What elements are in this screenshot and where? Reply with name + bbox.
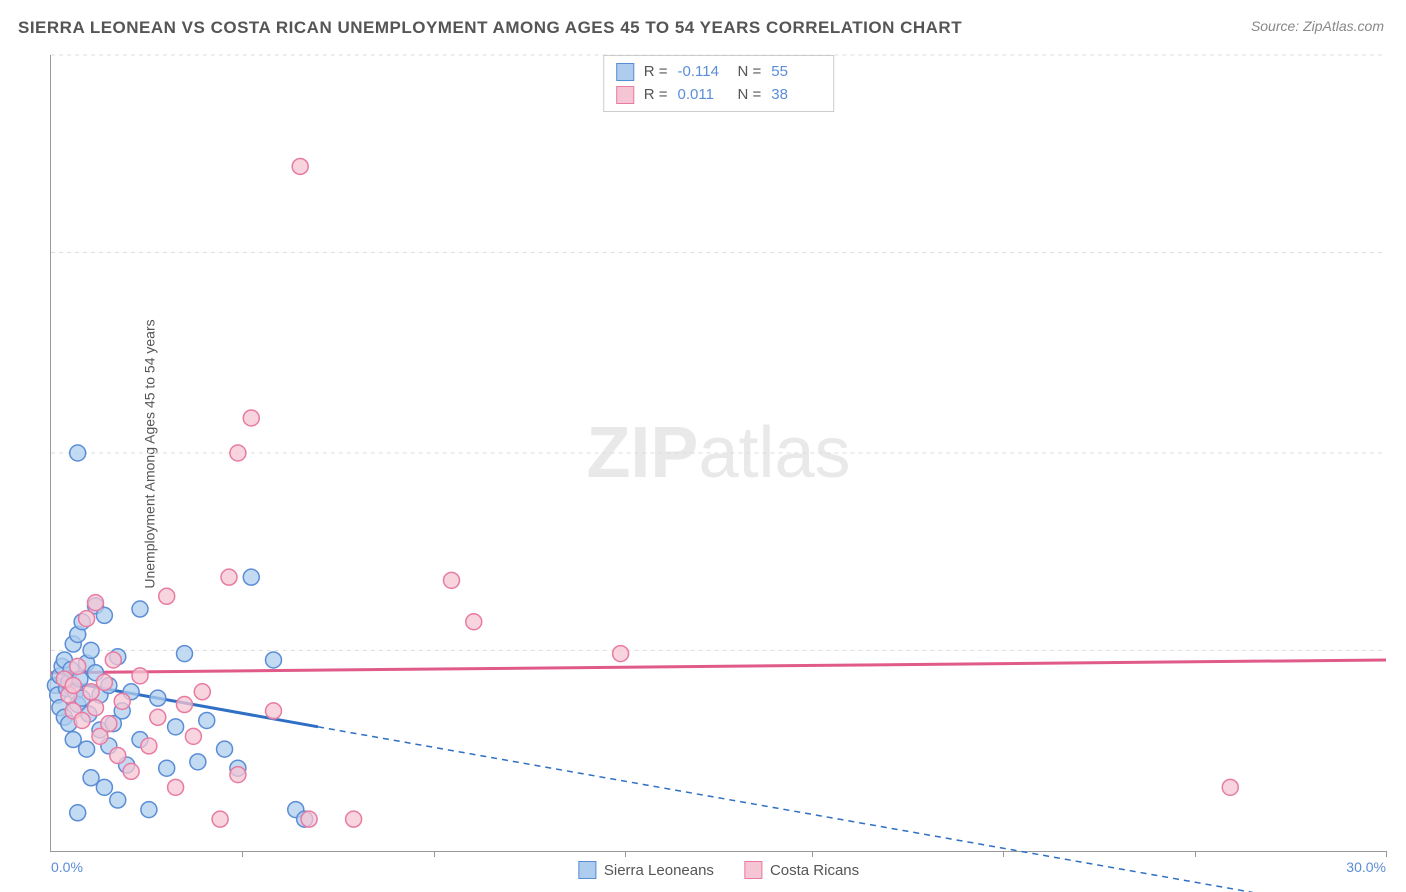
stat-n-label-2: N = (738, 84, 762, 107)
plot-region: ZIPatlas R = -0.114 N = 55 R = 0.011 N =… (50, 55, 1386, 852)
data-point (96, 779, 112, 795)
data-point (212, 811, 228, 827)
data-point (266, 703, 282, 719)
data-point (243, 410, 259, 426)
data-point (79, 611, 95, 627)
stat-row-series-2: R = 0.011 N = 38 (616, 84, 822, 107)
stat-legend: R = -0.114 N = 55 R = 0.011 N = 38 (603, 55, 835, 112)
data-point (1222, 779, 1238, 795)
x-tick (1386, 851, 1387, 857)
swatch-series-2 (616, 86, 634, 104)
legend-item-series-2: Costa Ricans (744, 861, 859, 879)
data-point (114, 693, 130, 709)
stat-r-label-2: R = (644, 84, 668, 107)
data-point (65, 677, 81, 693)
data-point (292, 158, 308, 174)
data-point (159, 588, 175, 604)
x-tick (1195, 851, 1196, 857)
data-point (70, 658, 86, 674)
chart-title: SIERRA LEONEAN VS COSTA RICAN UNEMPLOYME… (18, 18, 962, 38)
data-point (105, 652, 121, 668)
data-point (217, 741, 233, 757)
data-point (110, 747, 126, 763)
data-point (301, 811, 317, 827)
data-point (159, 760, 175, 776)
swatch-series-1-bottom (578, 861, 596, 879)
data-point (190, 754, 206, 770)
data-point (177, 697, 193, 713)
data-point (230, 767, 246, 783)
x-tick (625, 851, 626, 857)
data-point (346, 811, 362, 827)
legend-label-series-2: Costa Ricans (770, 862, 859, 879)
x-axis-min-label: 0.0% (51, 859, 83, 875)
data-point (70, 805, 86, 821)
data-point (96, 674, 112, 690)
data-point (132, 601, 148, 617)
stat-n-label: N = (738, 61, 762, 84)
data-point (168, 719, 184, 735)
x-axis-max-label: 30.0% (1346, 859, 1386, 875)
data-point (150, 690, 166, 706)
data-point (444, 572, 460, 588)
bottom-legend: Sierra Leoneans Costa Ricans (578, 861, 859, 879)
data-point (199, 712, 215, 728)
data-point (141, 802, 157, 818)
chart-area: Unemployment Among Ages 45 to 54 years Z… (50, 55, 1386, 852)
stat-r-value-1: -0.114 (678, 61, 728, 84)
x-tick (1003, 851, 1004, 857)
x-tick (242, 851, 243, 857)
data-point (101, 716, 117, 732)
data-point (266, 652, 282, 668)
swatch-series-1 (616, 63, 634, 81)
data-point (466, 614, 482, 630)
plot-svg (51, 55, 1386, 851)
data-point (123, 763, 139, 779)
x-tick (812, 851, 813, 857)
data-point (70, 445, 86, 461)
legend-item-series-1: Sierra Leoneans (578, 861, 714, 879)
data-point (185, 728, 201, 744)
stat-n-value-2: 38 (771, 84, 821, 107)
data-point (74, 712, 90, 728)
stat-r-value-2: 0.011 (678, 84, 728, 107)
data-point (613, 646, 629, 662)
data-point (177, 646, 193, 662)
swatch-series-2-bottom (744, 861, 762, 879)
data-point (79, 741, 95, 757)
stat-n-value-1: 55 (771, 61, 821, 84)
data-point (88, 700, 104, 716)
data-point (194, 684, 210, 700)
x-tick (434, 851, 435, 857)
data-point (110, 792, 126, 808)
data-point (221, 569, 237, 585)
legend-label-series-1: Sierra Leoneans (604, 862, 714, 879)
stat-r-label: R = (644, 61, 668, 84)
data-point (150, 709, 166, 725)
data-point (88, 595, 104, 611)
data-point (132, 668, 148, 684)
trend-line (51, 660, 1386, 673)
source-attribution: Source: ZipAtlas.com (1251, 18, 1384, 34)
data-point (83, 642, 99, 658)
data-point (230, 445, 246, 461)
data-point (243, 569, 259, 585)
stat-row-series-1: R = -0.114 N = 55 (616, 61, 822, 84)
data-point (168, 779, 184, 795)
data-point (141, 738, 157, 754)
